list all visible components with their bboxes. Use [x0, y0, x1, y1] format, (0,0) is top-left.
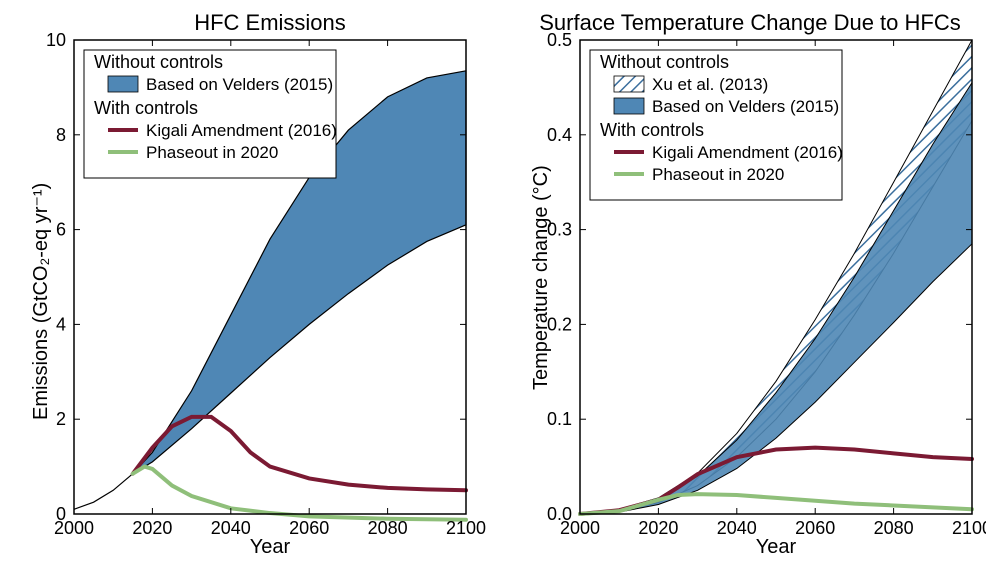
- y-tick-label: 10: [46, 30, 66, 50]
- y-tick-label: 0.1: [547, 409, 572, 429]
- y-tick-label: 0: [56, 504, 66, 524]
- right-panel-title: Surface Temperature Change Due to HFCs: [515, 10, 985, 36]
- left-xlabel: Year: [74, 536, 466, 559]
- left-chart: 2000202020402060208021000246810Without c…: [74, 40, 466, 514]
- x-tick-label: 2100: [952, 518, 986, 538]
- legend: Without controls Based on Velders (2015) W…: [84, 50, 337, 178]
- x-tick-label: 2060: [289, 518, 329, 538]
- y-tick-label: 6: [56, 220, 66, 240]
- legend-with: With controls: [94, 98, 198, 118]
- y-tick-label: 0.0: [547, 504, 572, 524]
- history-line: [74, 474, 133, 510]
- x-tick-label: 2080: [874, 518, 914, 538]
- legend-phaseout: Phaseout in 2020: [146, 143, 278, 162]
- figure: HFC Emissions Surface Temperature Change…: [0, 0, 986, 564]
- legend-with: With controls: [600, 120, 704, 140]
- right-xlabel: Year: [580, 536, 972, 559]
- x-tick-label: 2100: [446, 518, 486, 538]
- legend: Without controls Xu et al. (2013) Based on…: [590, 50, 843, 200]
- left-panel-title: HFC Emissions: [74, 10, 466, 36]
- right-chart: 2000202020402060208021000.00.10.20.30.40…: [580, 40, 972, 514]
- legend-without: Without controls: [600, 52, 729, 72]
- right-panel: 2000202020402060208021000.00.10.20.30.40…: [580, 40, 972, 514]
- y-tick-label: 0.4: [547, 125, 572, 145]
- right-ylabel: Temperature change (°C): [530, 165, 553, 390]
- y-tick-label: 0.5: [547, 30, 572, 50]
- y-tick-label: 4: [56, 314, 66, 334]
- phaseout-line: [580, 494, 972, 514]
- legend-without: Without controls: [94, 52, 223, 72]
- x-tick-label: 2040: [717, 518, 757, 538]
- x-tick-label: 2020: [638, 518, 678, 538]
- x-tick-label: 2060: [795, 518, 835, 538]
- left-ylabel: Emissions (GtCO₂-eq yr⁻¹): [28, 183, 53, 420]
- x-tick-label: 2080: [368, 518, 408, 538]
- y-tick-label: 0.2: [547, 314, 572, 334]
- y-tick-label: 8: [56, 125, 66, 145]
- left-panel: 2000202020402060208021000246810Without c…: [74, 40, 466, 514]
- x-tick-label: 2040: [211, 518, 251, 538]
- legend-xu: Xu et al. (2013): [652, 75, 768, 94]
- y-tick-label: 0.3: [547, 220, 572, 240]
- legend-velders: Based on Velders (2015): [146, 75, 333, 94]
- x-tick-label: 2020: [132, 518, 172, 538]
- legend-kigali: Kigali Amendment (2016): [146, 121, 337, 140]
- legend-phaseout: Phaseout in 2020: [652, 165, 784, 184]
- y-tick-label: 2: [56, 409, 66, 429]
- legend-velders: Based on Velders (2015): [652, 97, 839, 116]
- legend-kigali: Kigali Amendment (2016): [652, 143, 843, 162]
